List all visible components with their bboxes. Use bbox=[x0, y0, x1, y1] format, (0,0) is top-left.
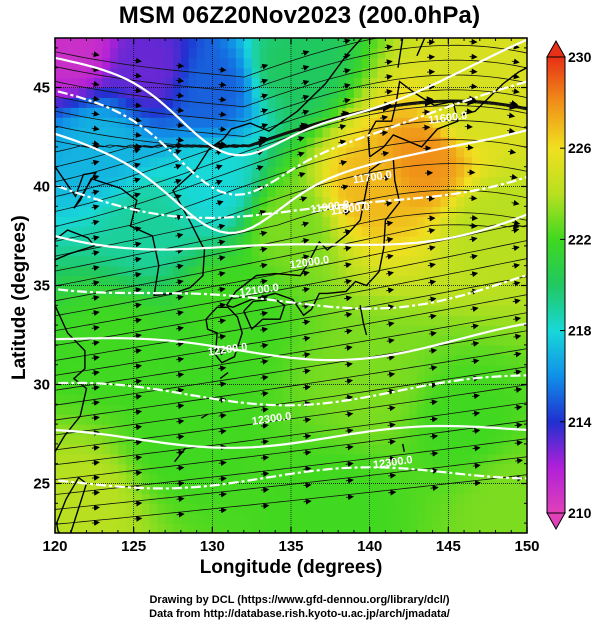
y-tick-label: 45 bbox=[33, 80, 50, 97]
contour-label: 12200.0 bbox=[207, 341, 248, 358]
y-tick-label: 40 bbox=[33, 179, 50, 196]
y-tick-label: 35 bbox=[33, 278, 50, 295]
colorbar-tick-label: 218 bbox=[568, 323, 592, 339]
colorbar-tick-label: 222 bbox=[568, 231, 592, 247]
contour-label: 12300.0 bbox=[372, 454, 413, 471]
contour-label: 11800.0 bbox=[330, 201, 370, 218]
colorbar-max-arrow bbox=[546, 39, 566, 58]
x-tick-label: 140 bbox=[357, 538, 382, 555]
y-axis-label: Latitude (degrees) bbox=[9, 215, 30, 380]
y-tick-label: 25 bbox=[33, 476, 50, 493]
x-tick-label: 150 bbox=[514, 538, 539, 555]
colorbar-tick-label: 226 bbox=[568, 140, 592, 156]
colorbar-tick-label: 210 bbox=[568, 505, 592, 521]
contour-label: 12000.0 bbox=[289, 254, 330, 271]
height-contours bbox=[55, 38, 527, 490]
credit-drawing: Drawing by DCL (https://www.gfd-dennou.o… bbox=[149, 594, 450, 606]
y-axis: 25 30 35 40 45 bbox=[33, 47, 527, 524]
contour-label: 11900.0 bbox=[310, 199, 350, 216]
x-tick-label: 120 bbox=[42, 538, 67, 555]
colorbar: 210 214 218 222 226 230 bbox=[546, 39, 592, 531]
y-tick-label: 30 bbox=[33, 377, 50, 394]
colorbar-min-arrow bbox=[546, 512, 566, 531]
x-tick-label: 145 bbox=[436, 538, 461, 555]
colorbar-tick-label: 214 bbox=[568, 414, 592, 430]
credit-data: Data from http://database.rish.kyoto-u.a… bbox=[149, 608, 450, 620]
x-tick-label: 130 bbox=[200, 538, 225, 555]
chart-title: MSM 06Z20Nov2023 (200.0hPa) bbox=[118, 2, 481, 29]
contour-label: 12100.0 bbox=[239, 282, 280, 299]
contour-label: 12300.0 bbox=[251, 410, 292, 427]
contour-label: 11600.0 bbox=[428, 110, 468, 127]
contour-label: 11700.0 bbox=[352, 169, 392, 186]
height-contour-labels: 11900.0 12000.0 12100.0 11600.0 11700.0 11800… bbox=[207, 110, 468, 472]
x-tick-label: 125 bbox=[121, 538, 146, 555]
colorbar-ramp bbox=[546, 56, 566, 514]
x-axis-label: Longitude (degrees) bbox=[199, 557, 383, 578]
x-axis: 120 125 130 135 140 145 150 bbox=[42, 38, 540, 555]
x-tick-label: 135 bbox=[278, 538, 303, 555]
colorbar-tick-label: 230 bbox=[568, 49, 592, 65]
